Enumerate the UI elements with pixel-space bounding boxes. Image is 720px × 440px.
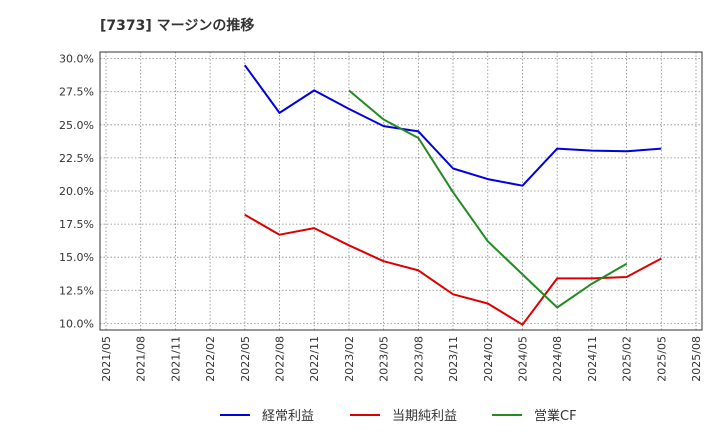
data-point [347, 243, 351, 247]
y-tick-label: 15.0% [59, 251, 94, 264]
y-axis: 10.0% 12.5% 15.0% 17.5% 20.0% 22.5% 25.0% 27.5%… [59, 53, 94, 331]
data-point [486, 239, 490, 243]
data-point [416, 129, 420, 133]
x-tick-label: 2023/05 [378, 336, 391, 382]
x-tick-label: 2022/11 [308, 336, 321, 382]
x-tick-label: 2023/08 [412, 336, 425, 382]
data-point [624, 262, 628, 266]
data-point [659, 146, 663, 150]
chart-title: [7373] マージンの推移 [100, 17, 254, 34]
x-tick-label: 2022/08 [274, 336, 287, 382]
y-tick-label: 27.5% [59, 86, 94, 99]
data-point [347, 107, 351, 111]
data-point [624, 149, 628, 153]
x-tick-label: 2025/02 [621, 336, 634, 382]
x-tick-label: 2023/02 [343, 336, 356, 382]
data-point [381, 117, 385, 121]
legend-label: 営業CF [534, 408, 577, 424]
series-lines [243, 63, 663, 327]
legend-label: 当期純利益 [392, 409, 457, 424]
data-point [416, 136, 420, 140]
data-point [590, 281, 594, 285]
data-point [451, 292, 455, 296]
plot-area-frame [99, 51, 703, 331]
x-tick-label: 2025/05 [655, 336, 668, 382]
data-point [590, 276, 594, 280]
data-point [624, 275, 628, 279]
x-axis: 2021/05 2021/08 2021/11 2022/02 2022/05 2022/… [100, 336, 703, 382]
data-point [277, 232, 281, 236]
legend: 経常利益 当期純利益 営業CF [220, 408, 577, 424]
data-point [277, 111, 281, 115]
data-point [243, 213, 247, 217]
data-point [347, 88, 351, 92]
x-tick-label: 2024/05 [516, 336, 529, 382]
x-tick-label: 2022/02 [204, 336, 217, 382]
x-tick-label: 2024/02 [482, 336, 495, 382]
x-tick-label: 2025/08 [690, 336, 703, 382]
data-point [416, 268, 420, 272]
x-tick-label: 2021/11 [169, 336, 182, 382]
data-point [381, 124, 385, 128]
data-point [451, 166, 455, 170]
series-line-1 [243, 64, 662, 187]
x-tick-label: 2021/08 [135, 336, 148, 382]
data-point [555, 276, 559, 280]
x-tick-label: 2021/05 [100, 336, 113, 382]
data-point [312, 226, 316, 230]
data-point [520, 272, 524, 276]
data-point [381, 259, 385, 263]
data-point [520, 323, 524, 327]
y-tick-label: 12.5% [59, 284, 94, 297]
data-point [312, 88, 316, 92]
y-tick-label: 20.0% [59, 185, 94, 198]
data-point [451, 190, 455, 194]
data-point [555, 305, 559, 309]
data-point [590, 148, 594, 152]
y-tick-label: 17.5% [59, 218, 94, 231]
data-point [659, 256, 663, 260]
y-tick-label: 25.0% [59, 119, 94, 132]
data-point [243, 63, 247, 67]
data-point [486, 301, 490, 305]
data-point [486, 177, 490, 181]
grid-lines [100, 52, 702, 330]
y-tick-label: 10.0% [59, 317, 94, 330]
y-tick-label: 22.5% [59, 152, 94, 165]
y-tick-label: 30.0% [59, 53, 94, 66]
series-line-2 [244, 213, 662, 326]
data-point [520, 184, 524, 188]
legend-label: 経常利益 [262, 409, 314, 424]
x-tick-label: 2024/08 [551, 336, 564, 382]
x-tick-label: 2024/11 [586, 336, 599, 382]
x-tick-label: 2022/05 [239, 336, 252, 382]
data-point [555, 146, 559, 150]
series-line-3 [348, 89, 628, 309]
x-tick-label: 2023/11 [447, 336, 460, 382]
